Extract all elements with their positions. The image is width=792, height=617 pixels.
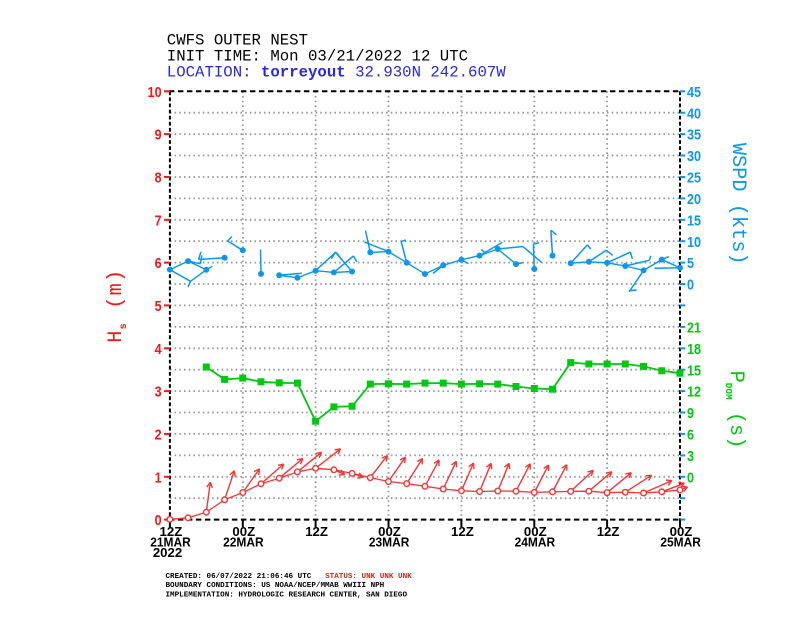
svg-text:5: 5 (155, 298, 162, 314)
svg-text:Hs (m): Hs (m) (105, 269, 130, 343)
svg-text:0: 0 (687, 277, 694, 293)
svg-text:3: 3 (155, 384, 162, 400)
svg-text:1: 1 (155, 470, 162, 486)
svg-text:2022: 2022 (153, 545, 182, 560)
svg-text:CREATED: 06/07/2022 21:06:46 U: CREATED: 06/07/2022 21:06:46 UTC (166, 573, 312, 581)
svg-text:35: 35 (687, 127, 701, 143)
svg-text:30: 30 (687, 148, 701, 164)
svg-text:5: 5 (687, 255, 694, 271)
svg-text:0: 0 (687, 470, 694, 486)
svg-text:STATUS: UNK UNK UNK: STATUS: UNK UNK UNK (325, 573, 412, 581)
svg-text:18: 18 (687, 341, 701, 357)
svg-text:45: 45 (687, 84, 701, 100)
svg-text:20: 20 (687, 191, 701, 207)
svg-text:40: 40 (687, 105, 701, 121)
svg-text:2: 2 (155, 427, 162, 443)
svg-text:10: 10 (148, 84, 162, 100)
svg-text:25MAR: 25MAR (660, 534, 701, 549)
svg-text:24MAR: 24MAR (515, 534, 556, 549)
svg-text:3: 3 (687, 448, 694, 464)
svg-text:6: 6 (155, 255, 162, 271)
svg-text:LOCATION: torreyout 32.930N 24: LOCATION: torreyout 32.930N 242.607W (167, 64, 506, 82)
svg-text:WSPD (kts): WSPD (kts) (726, 143, 749, 265)
svg-text:9: 9 (687, 405, 694, 421)
svg-text:21: 21 (687, 320, 701, 336)
svg-text:12Z: 12Z (451, 524, 474, 539)
svg-text:15: 15 (687, 213, 701, 229)
svg-text:25: 25 (687, 170, 701, 186)
svg-text:7: 7 (155, 213, 162, 229)
svg-text:15: 15 (687, 362, 701, 378)
svg-text:4: 4 (155, 341, 162, 357)
svg-text:10: 10 (687, 234, 701, 250)
svg-text:12Z: 12Z (597, 524, 620, 539)
svg-text:9: 9 (155, 127, 162, 143)
svg-text:IMPLEMENTATION: HYDROLOGIC RES: IMPLEMENTATION: HYDROLOGIC RESEARCH CENT… (166, 591, 408, 599)
svg-text:PDOM (s): PDOM (s) (724, 371, 748, 449)
svg-text:23MAR: 23MAR (369, 534, 410, 549)
svg-text:BOUNDARY CONDITIONS: US NOAA/N: BOUNDARY CONDITIONS: US NOAA/NCEP/MMAB W… (166, 582, 385, 590)
svg-text:12Z: 12Z (305, 524, 328, 539)
svg-text:12: 12 (687, 384, 701, 400)
svg-text:22MAR: 22MAR (223, 534, 264, 549)
svg-text:8: 8 (155, 170, 162, 186)
svg-text:6: 6 (687, 427, 694, 443)
